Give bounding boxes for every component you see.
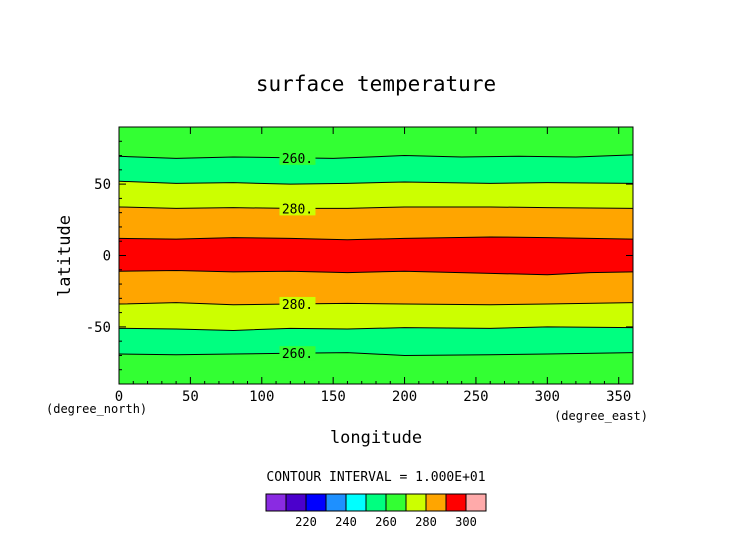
x-axis-unit: (degree_east) (554, 409, 648, 423)
chart-title: surface temperature (256, 72, 496, 96)
contour-label: 280. (282, 298, 313, 313)
x-tick-label: 100 (249, 389, 274, 405)
colorbar-swatch (425, 493, 447, 512)
contour-band (119, 326, 633, 356)
y-axis-unit: (degree_north) (46, 402, 147, 416)
contour-band (119, 181, 633, 209)
contour-line (118, 302, 634, 306)
contour-label-bg (279, 296, 316, 311)
x-axis-ticks: 0 50 100 150 200 250 300 350 (115, 127, 631, 405)
colorbar-tick-label: 240 (335, 515, 357, 529)
x-tick-label: 350 (606, 389, 631, 405)
colorbar (265, 493, 487, 512)
x-tick-label: 50 (182, 389, 199, 405)
contour-label: 260. (282, 152, 313, 167)
contour-lines (118, 154, 634, 356)
contour-label: 280. (282, 202, 313, 217)
contour-interval-text: CONTOUR INTERVAL = 1.000E+01 (266, 470, 485, 485)
contour-line-labels: 260. 280. 280. 260. (279, 150, 316, 362)
contour-line (118, 206, 634, 209)
x-tick-label: 200 (392, 389, 417, 405)
x-tick-label: 300 (535, 389, 560, 405)
x-axis-label: longitude (330, 428, 422, 448)
colorbar-tick-label: 280 (415, 515, 437, 529)
contour-band (119, 352, 633, 384)
colorbar-tick-label: 220 (295, 515, 317, 529)
colorbar-swatch (405, 493, 427, 512)
contour-line (118, 352, 634, 356)
contour-line (118, 326, 634, 331)
colorbar-swatch (465, 493, 487, 512)
x-tick-label: 0 (115, 389, 123, 405)
x-tick-label: 150 (321, 389, 346, 405)
colorbar-swatch (345, 493, 367, 512)
colorbar-swatch (305, 493, 327, 512)
contour-band (119, 154, 633, 185)
contour-label-bg (279, 201, 316, 216)
colorbar-tick-label: 300 (455, 515, 477, 529)
y-tick-label: 0 (103, 249, 111, 265)
contour-fills (119, 127, 633, 384)
y-tick-label: 50 (94, 177, 111, 193)
contour-label-bg (279, 346, 316, 361)
colorbar-tick-label: 260 (375, 515, 397, 529)
contour-line (118, 180, 634, 185)
colorbar-swatch (265, 493, 287, 512)
contour-band (119, 302, 633, 331)
x-tick-label: 250 (463, 389, 488, 405)
colorbar-swatch (285, 493, 307, 512)
contour-band (119, 127, 633, 159)
contour-label-bg (279, 150, 316, 165)
colorbar-swatch (325, 493, 347, 512)
contour-band (119, 270, 633, 305)
contour-label: 260. (282, 347, 313, 362)
contour-line (118, 236, 634, 241)
contour-band (119, 206, 633, 240)
y-tick-label: -50 (86, 320, 111, 336)
contour-line (118, 154, 634, 159)
colorbar-swatch (385, 493, 407, 512)
contour-line (118, 269, 634, 276)
y-axis-label: latitude (55, 215, 75, 297)
y-axis-ticks: -50 0 50 (86, 140, 633, 371)
colorbar-swatch (365, 493, 387, 512)
contour-band (119, 236, 633, 275)
colorbar-labels: 220 240 260 280 300 (295, 515, 477, 529)
colorbar-swatch (445, 493, 467, 512)
